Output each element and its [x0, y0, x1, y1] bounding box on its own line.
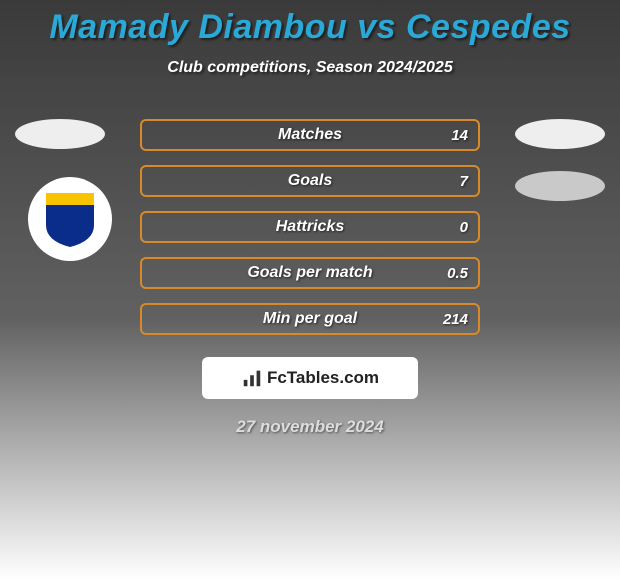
left-club-logo: FCL — [28, 177, 112, 261]
fcl-shield-icon: FCL — [38, 187, 102, 251]
stat-value: 0 — [460, 219, 468, 236]
right-player-oval — [515, 119, 605, 149]
stat-value: 214 — [443, 311, 468, 328]
snapshot-date: 27 november 2024 — [0, 417, 620, 437]
stat-value: 0.5 — [447, 265, 468, 282]
stat-row: Matches14 — [140, 119, 480, 151]
stat-row: Hattricks0 — [140, 211, 480, 243]
stat-value: 14 — [451, 127, 468, 144]
stat-row: Goals per match0.5 — [140, 257, 480, 289]
stats-area: FCL Matches14 Goals7 Hattricks0 Goals per m… — [0, 119, 620, 349]
season-subtitle: Club competitions, Season 2024/2025 — [0, 59, 620, 77]
stat-row: Min per goal214 — [140, 303, 480, 335]
stat-value: 7 — [460, 173, 468, 190]
stat-label: Goals — [142, 172, 478, 190]
comparison-title: Mamady Diambou vs Cespedes — [0, 0, 620, 47]
stat-row: Goals7 — [140, 165, 480, 197]
stat-label: Hattricks — [142, 218, 478, 236]
stat-rows-container: Matches14 Goals7 Hattricks0 Goals per match… — [140, 119, 480, 349]
stat-label: Min per goal — [142, 310, 478, 328]
stat-label: Goals per match — [142, 264, 478, 282]
right-player-oval-2 — [515, 171, 605, 201]
svg-text:FCL: FCL — [53, 211, 88, 231]
bar-chart-icon — [241, 367, 263, 389]
fctables-label: FcTables.com — [267, 368, 379, 388]
stat-label: Matches — [142, 126, 478, 144]
fctables-badge[interactable]: FcTables.com — [202, 357, 418, 399]
left-player-oval — [15, 119, 105, 149]
